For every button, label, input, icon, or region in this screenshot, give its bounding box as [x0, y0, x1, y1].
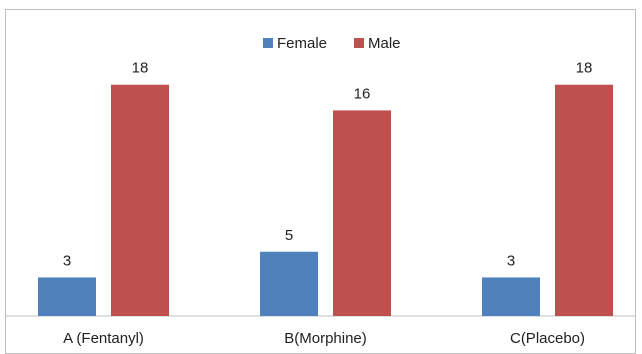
data-label-female-3: 3 [507, 252, 515, 269]
legend-label-female: Female [277, 35, 327, 52]
data-label-male-1: 18 [132, 60, 149, 77]
bar-female-1 [38, 277, 96, 316]
legend-swatch-female [263, 38, 273, 48]
data-label-female-2: 5 [285, 227, 293, 244]
bar-female-3 [482, 277, 540, 316]
category-label-1: A (Fentanyl) [63, 330, 144, 347]
category-label-3: C(Placebo) [510, 330, 585, 347]
data-label-male-3: 18 [576, 60, 593, 77]
data-label-female-1: 3 [63, 252, 71, 269]
bar-male-3 [555, 84, 613, 316]
bar-female-2 [260, 251, 318, 316]
legend-swatch-male [354, 38, 364, 48]
category-label-2: B(Morphine) [284, 330, 367, 347]
legend-label-male: Male [368, 35, 401, 52]
data-label-male-2: 16 [354, 85, 371, 102]
bar-male-2 [333, 110, 391, 317]
bar-male-1 [111, 84, 169, 316]
